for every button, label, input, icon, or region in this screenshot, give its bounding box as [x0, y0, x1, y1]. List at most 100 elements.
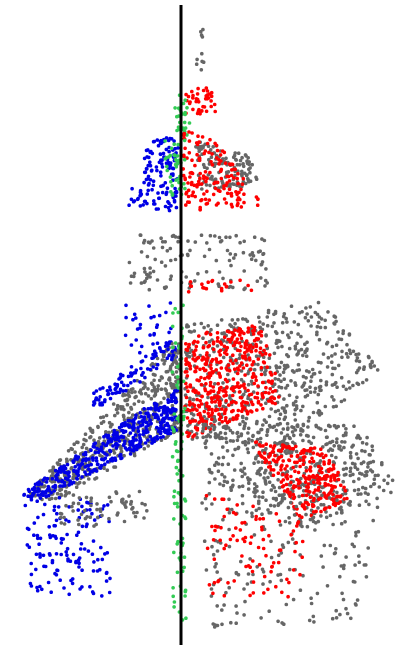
point: [234, 253, 238, 257]
point: [208, 391, 212, 395]
point: [210, 452, 214, 456]
point: [286, 595, 290, 599]
point: [304, 513, 308, 517]
point: [151, 342, 155, 346]
point: [301, 494, 305, 498]
point: [120, 381, 124, 385]
point: [149, 164, 153, 168]
point: [234, 359, 238, 363]
point: [250, 350, 254, 354]
point: [169, 301, 173, 305]
point: [237, 151, 241, 155]
point: [72, 493, 76, 497]
point: [253, 326, 257, 330]
point: [348, 348, 352, 352]
point: [77, 565, 81, 569]
point: [227, 462, 231, 466]
point: [42, 513, 46, 517]
point: [320, 494, 324, 498]
point: [140, 250, 144, 254]
point: [274, 377, 278, 381]
point: [375, 497, 379, 501]
point: [235, 177, 239, 181]
point: [176, 311, 180, 315]
point: [147, 415, 151, 419]
point: [145, 273, 149, 277]
point: [327, 424, 331, 428]
point: [65, 533, 69, 537]
point: [211, 385, 215, 389]
point: [344, 427, 348, 431]
point: [207, 426, 211, 430]
point: [197, 108, 201, 112]
point: [195, 345, 199, 349]
point: [145, 178, 149, 182]
point: [288, 394, 292, 398]
point: [201, 336, 205, 340]
point: [306, 525, 310, 529]
point: [236, 182, 240, 186]
point: [166, 348, 170, 352]
point: [352, 424, 356, 428]
point: [48, 497, 52, 501]
point: [64, 550, 68, 554]
point: [243, 351, 247, 355]
point: [271, 450, 275, 454]
point: [53, 505, 57, 509]
point: [167, 331, 171, 335]
point: [80, 568, 84, 572]
point: [277, 378, 281, 382]
point: [294, 345, 298, 349]
point: [272, 474, 276, 478]
point: [220, 497, 224, 501]
point: [236, 318, 240, 322]
point: [183, 121, 187, 125]
point: [166, 432, 170, 436]
point: [271, 325, 275, 329]
point: [210, 152, 214, 156]
point: [62, 516, 66, 520]
point: [114, 465, 118, 469]
point: [197, 334, 201, 338]
point: [238, 241, 242, 245]
point: [167, 150, 171, 154]
point: [130, 187, 134, 191]
point: [289, 379, 293, 383]
point: [267, 311, 271, 315]
point: [264, 279, 268, 283]
point: [217, 456, 221, 460]
point: [359, 492, 363, 496]
point: [202, 326, 206, 330]
point: [373, 364, 377, 368]
point: [315, 493, 319, 497]
point: [309, 518, 313, 522]
point: [355, 436, 359, 440]
point: [304, 481, 308, 485]
point: [363, 450, 367, 454]
point: [258, 451, 262, 455]
point: [241, 182, 245, 186]
point: [67, 593, 71, 597]
point: [225, 441, 229, 445]
point: [283, 367, 287, 371]
point: [305, 349, 309, 353]
point: [201, 135, 205, 139]
point: [302, 375, 306, 379]
point: [302, 383, 306, 387]
point: [273, 454, 277, 458]
point: [253, 495, 257, 499]
point: [295, 478, 299, 482]
point: [150, 389, 154, 393]
point: [273, 504, 277, 508]
point: [205, 359, 209, 363]
point: [304, 395, 308, 399]
point: [335, 441, 339, 445]
point: [245, 409, 249, 413]
point: [269, 570, 273, 574]
point: [212, 340, 216, 344]
point: [236, 204, 240, 208]
point: [152, 385, 156, 389]
point: [92, 539, 96, 543]
point: [297, 471, 301, 475]
point: [196, 92, 200, 96]
